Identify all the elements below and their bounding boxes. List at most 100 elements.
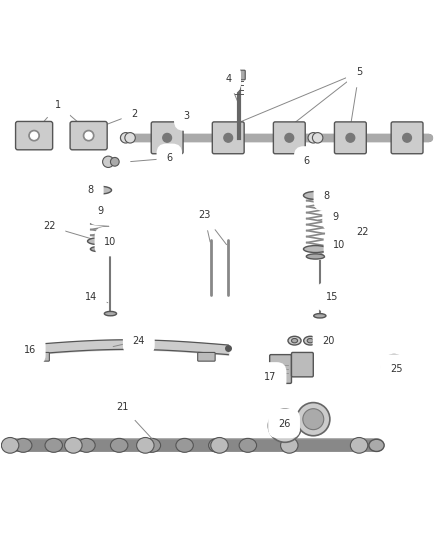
Text: 6: 6 (166, 154, 172, 163)
Ellipse shape (78, 438, 95, 453)
Circle shape (302, 409, 323, 430)
Ellipse shape (313, 313, 325, 318)
Ellipse shape (303, 336, 316, 345)
FancyBboxPatch shape (16, 349, 27, 359)
Circle shape (85, 132, 92, 139)
Circle shape (102, 156, 114, 167)
Ellipse shape (110, 438, 127, 453)
Circle shape (120, 133, 131, 143)
FancyBboxPatch shape (15, 122, 53, 150)
Ellipse shape (64, 438, 82, 453)
Text: 1: 1 (55, 100, 61, 110)
Circle shape (274, 415, 295, 436)
Text: 25: 25 (389, 364, 402, 374)
Text: 22: 22 (43, 221, 56, 231)
Text: 8: 8 (322, 191, 328, 201)
Text: 14: 14 (85, 292, 97, 302)
Text: 5: 5 (355, 67, 361, 77)
Text: 26: 26 (277, 418, 290, 429)
Text: 23: 23 (198, 211, 210, 221)
Ellipse shape (90, 246, 109, 252)
Ellipse shape (239, 438, 256, 453)
Circle shape (385, 359, 401, 375)
Circle shape (296, 402, 329, 436)
FancyBboxPatch shape (233, 70, 245, 80)
Text: 4: 4 (225, 74, 231, 84)
Text: 5: 5 (355, 67, 361, 77)
Circle shape (295, 159, 304, 167)
Ellipse shape (291, 338, 297, 343)
Text: 24: 24 (132, 336, 145, 346)
Text: 16: 16 (24, 345, 36, 356)
Ellipse shape (368, 439, 383, 451)
FancyBboxPatch shape (32, 352, 49, 361)
Text: 20: 20 (321, 336, 334, 346)
Circle shape (162, 133, 171, 142)
Text: 22: 22 (43, 221, 56, 231)
Text: 6: 6 (303, 156, 309, 166)
Circle shape (110, 157, 119, 166)
Ellipse shape (208, 438, 226, 453)
Ellipse shape (287, 336, 300, 345)
Text: 10: 10 (104, 237, 117, 247)
FancyBboxPatch shape (151, 122, 183, 154)
Circle shape (31, 132, 38, 139)
Text: 26: 26 (277, 418, 290, 429)
Ellipse shape (87, 186, 111, 194)
Text: 24: 24 (132, 336, 145, 346)
Ellipse shape (136, 438, 154, 453)
Text: 5: 5 (355, 67, 361, 77)
Text: 17: 17 (264, 372, 276, 382)
Circle shape (284, 133, 293, 142)
Text: 20: 20 (321, 336, 334, 346)
Text: 10: 10 (104, 237, 117, 247)
Ellipse shape (210, 438, 228, 453)
FancyBboxPatch shape (269, 354, 291, 383)
Text: 15: 15 (325, 292, 337, 302)
Text: 1: 1 (55, 100, 61, 110)
Circle shape (345, 133, 354, 142)
Text: 9: 9 (98, 206, 104, 216)
Text: 9: 9 (331, 212, 337, 222)
Text: 23: 23 (198, 211, 210, 221)
Ellipse shape (14, 438, 32, 453)
Text: 3: 3 (183, 111, 189, 121)
Ellipse shape (87, 238, 111, 245)
Text: 6: 6 (166, 154, 172, 163)
Ellipse shape (45, 438, 62, 453)
Circle shape (307, 133, 318, 143)
Ellipse shape (1, 438, 19, 453)
Circle shape (29, 131, 39, 141)
Text: 16: 16 (24, 345, 36, 356)
Circle shape (83, 131, 94, 141)
Text: 22: 22 (356, 228, 368, 238)
Text: 2: 2 (131, 109, 137, 119)
Text: 3: 3 (183, 111, 189, 121)
Text: 25: 25 (389, 364, 402, 374)
Text: 14: 14 (85, 292, 97, 302)
Text: 2: 2 (131, 109, 137, 119)
Circle shape (300, 157, 312, 169)
Text: 10: 10 (332, 240, 345, 250)
Text: 15: 15 (325, 292, 337, 302)
Circle shape (402, 133, 410, 142)
Ellipse shape (104, 311, 116, 316)
Text: 1: 1 (55, 100, 61, 110)
Ellipse shape (350, 438, 367, 453)
Text: 23: 23 (198, 211, 210, 221)
Text: 9: 9 (98, 206, 104, 216)
Circle shape (124, 133, 135, 143)
Text: 8: 8 (88, 185, 94, 195)
FancyBboxPatch shape (390, 122, 422, 154)
Text: 17: 17 (264, 372, 276, 382)
Ellipse shape (306, 254, 324, 259)
Ellipse shape (143, 438, 160, 453)
Ellipse shape (280, 438, 297, 453)
Text: 21: 21 (116, 402, 128, 412)
Text: 8: 8 (88, 185, 94, 195)
FancyBboxPatch shape (70, 122, 107, 150)
Text: 4: 4 (225, 74, 231, 84)
Circle shape (268, 409, 301, 442)
Ellipse shape (176, 438, 193, 453)
Ellipse shape (303, 246, 327, 253)
